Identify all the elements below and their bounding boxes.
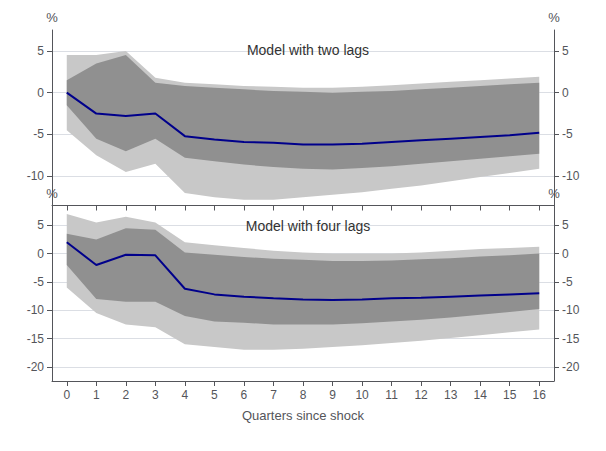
svg-text:0: 0 (37, 247, 44, 261)
svg-text:8: 8 (300, 388, 307, 402)
svg-text:10: 10 (355, 388, 369, 402)
svg-text:-5: -5 (562, 275, 573, 289)
svg-text:-5: -5 (33, 275, 44, 289)
svg-text:%: % (46, 186, 58, 201)
svg-text:6: 6 (241, 388, 248, 402)
svg-text:-10: -10 (562, 303, 580, 317)
svg-text:5: 5 (37, 218, 44, 232)
svg-text:1: 1 (93, 388, 100, 402)
svg-text:%: % (46, 10, 58, 25)
svg-text:3: 3 (152, 388, 159, 402)
svg-text:0: 0 (562, 247, 569, 261)
svg-text:9: 9 (329, 388, 336, 402)
svg-text:14: 14 (473, 388, 487, 402)
svg-text:Model with two lags: Model with two lags (247, 42, 369, 58)
svg-text:Model with four lags: Model with four lags (246, 218, 371, 234)
svg-text:-20: -20 (562, 360, 580, 374)
svg-text:-15: -15 (27, 332, 45, 346)
svg-text:12: 12 (414, 388, 428, 402)
svg-text:13: 13 (444, 388, 458, 402)
svg-text:Quarters since shock: Quarters since shock (242, 408, 365, 423)
svg-text:-20: -20 (27, 360, 45, 374)
svg-text:-15: -15 (562, 332, 580, 346)
svg-text:16: 16 (533, 388, 547, 402)
svg-text:5: 5 (211, 388, 218, 402)
svg-text:5: 5 (562, 44, 569, 58)
svg-text:7: 7 (270, 388, 277, 402)
svg-text:2: 2 (122, 388, 129, 402)
svg-text:%: % (548, 10, 560, 25)
svg-text:15: 15 (503, 388, 517, 402)
svg-text:-5: -5 (33, 127, 44, 141)
svg-text:-10: -10 (562, 169, 580, 183)
svg-text:4: 4 (182, 388, 189, 402)
svg-text:5: 5 (562, 218, 569, 232)
svg-text:-10: -10 (27, 169, 45, 183)
svg-text:11: 11 (385, 388, 398, 402)
svg-text:%: % (548, 186, 560, 201)
svg-text:0: 0 (63, 388, 70, 402)
svg-text:0: 0 (37, 86, 44, 100)
svg-text:5: 5 (37, 44, 44, 58)
svg-text:0: 0 (562, 86, 569, 100)
svg-text:-10: -10 (27, 303, 45, 317)
svg-text:-5: -5 (562, 127, 573, 141)
